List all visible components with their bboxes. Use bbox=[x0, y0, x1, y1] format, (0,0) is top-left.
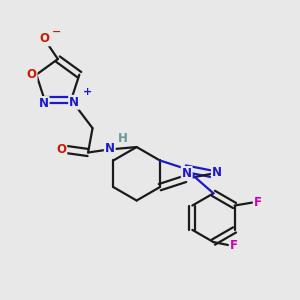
Text: F: F bbox=[230, 238, 238, 252]
Text: N: N bbox=[39, 97, 49, 110]
Text: N: N bbox=[105, 142, 115, 155]
Text: O: O bbox=[27, 68, 37, 81]
Text: N: N bbox=[69, 96, 79, 109]
Text: O: O bbox=[56, 143, 66, 156]
Text: +: + bbox=[82, 88, 92, 98]
Text: N: N bbox=[212, 167, 222, 179]
Text: O: O bbox=[40, 32, 50, 45]
Text: F: F bbox=[254, 196, 262, 209]
Text: N: N bbox=[182, 167, 192, 180]
Text: H: H bbox=[118, 132, 128, 145]
Text: −: − bbox=[52, 27, 61, 37]
